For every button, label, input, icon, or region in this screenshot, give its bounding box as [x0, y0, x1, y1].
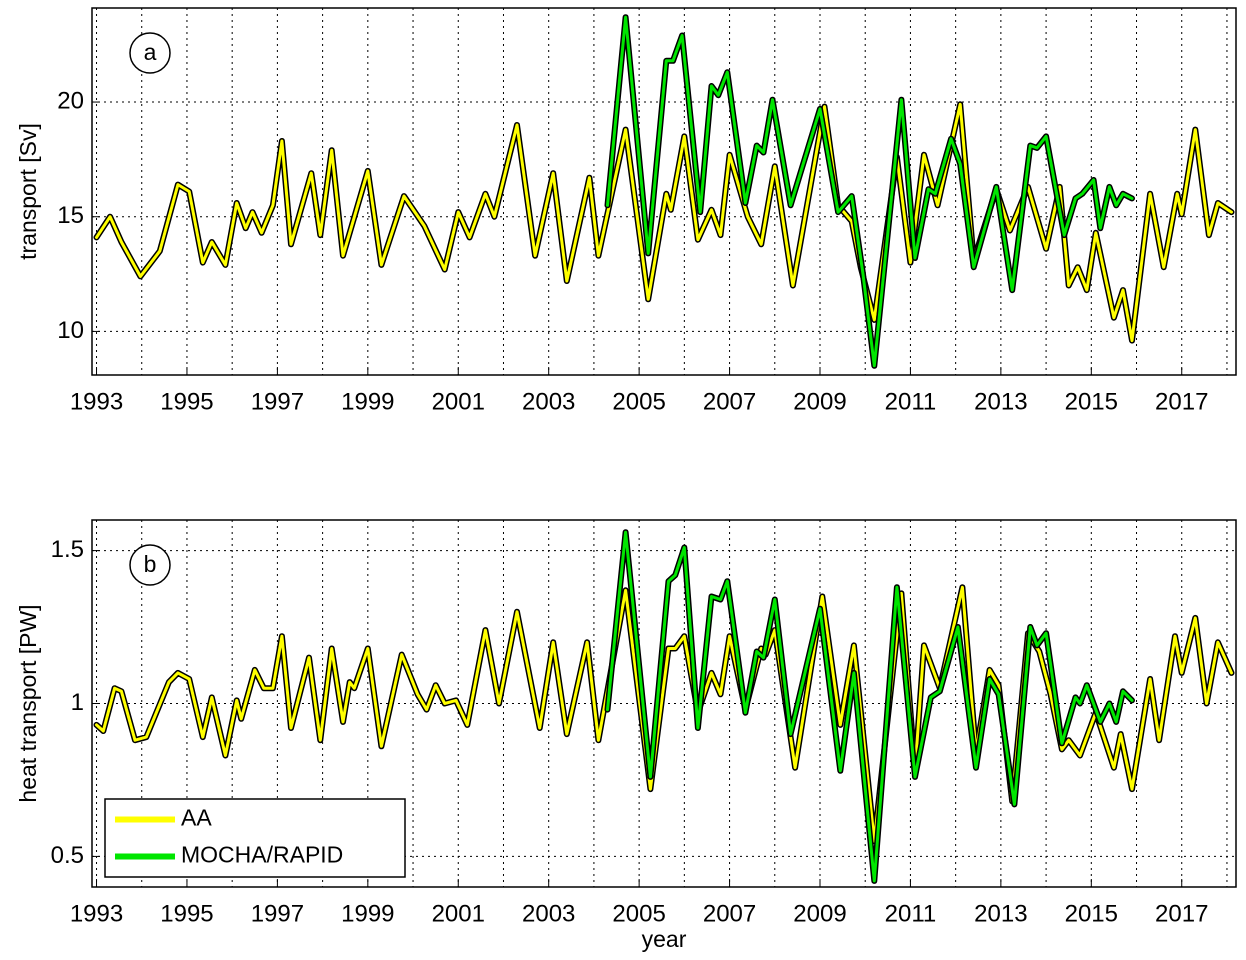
plot-frame — [91, 519, 1237, 888]
x-tick-label: 1999 — [341, 388, 394, 415]
plot-area: 1993 1995 1997 1999 2001 2003 2005 2007 2009 2011… — [15, 7, 1237, 415]
y-tick-label: 10 — [57, 317, 84, 344]
panel-label: a — [144, 39, 157, 65]
x-tick-label: 2001 — [432, 900, 485, 927]
x-tick-label: 2007 — [703, 900, 756, 927]
panel-marker — [129, 32, 171, 74]
plot-frame — [91, 7, 1237, 376]
x-tick-label: 2015 — [1065, 900, 1118, 927]
x-tick-label: 2009 — [793, 900, 846, 927]
x-tick-label: 1995 — [160, 388, 213, 415]
y-tick-label: 20 — [57, 87, 84, 114]
panel-label: b — [144, 551, 157, 577]
x-tick-label: 2017 — [1155, 388, 1208, 415]
legend-box — [104, 798, 406, 878]
x-tick-label: 2001 — [432, 388, 485, 415]
y-axis-label: heat transport [PW] — [15, 604, 41, 802]
y-tick-label: 15 — [57, 202, 84, 229]
plot-area: 1993 1995 1997 1999 2001 2003 2005 2007 2009 2011… — [15, 519, 1237, 952]
x-tick-label: 1993 — [70, 388, 123, 415]
x-tick-label: 1993 — [70, 900, 123, 927]
x-tick-label: 2005 — [612, 900, 665, 927]
x-tick-label: 2009 — [793, 388, 846, 415]
x-tick-label: 2013 — [974, 388, 1027, 415]
y-tick-label: 1.5 — [51, 536, 84, 563]
x-tick-label: 2017 — [1155, 900, 1208, 927]
legend-label: AA — [181, 805, 212, 831]
x-tick-label: 2011 — [885, 388, 937, 415]
x-tick-label: 2007 — [703, 388, 756, 415]
y-axis-label: transport [Sv] — [15, 123, 41, 260]
x-tick-label: 2003 — [522, 900, 575, 927]
x-axis-label: year — [642, 926, 687, 952]
y-tick-label: 1 — [71, 689, 84, 716]
panel-marker — [129, 544, 171, 586]
y-tick-label: 0.5 — [51, 842, 84, 869]
x-tick-label: 2003 — [522, 388, 575, 415]
x-tick-label: 1999 — [341, 900, 394, 927]
x-tick-label: 1997 — [251, 388, 304, 415]
series-line — [606, 530, 1134, 883]
legend-label: MOCHA/RAPID — [181, 842, 343, 868]
series-line — [606, 15, 1134, 368]
x-tick-label: 2013 — [974, 900, 1027, 927]
series-line — [95, 102, 1233, 343]
x-tick-label: 2011 — [885, 900, 937, 927]
x-tick-label: 1997 — [251, 900, 304, 927]
x-tick-label: 2015 — [1065, 388, 1118, 415]
x-tick-label: 1995 — [160, 900, 213, 927]
x-tick-label: 2005 — [612, 388, 665, 415]
